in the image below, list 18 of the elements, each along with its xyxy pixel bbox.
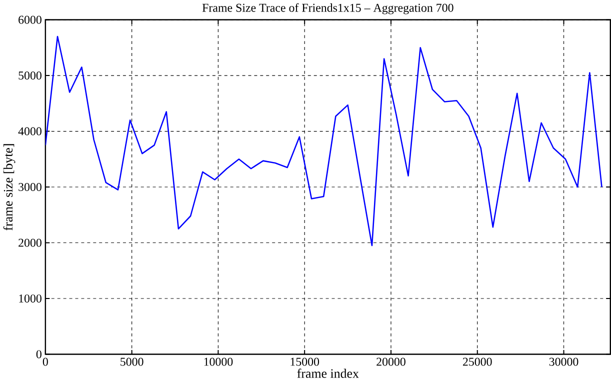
y-tick-label: 1000 xyxy=(19,294,42,302)
x-tick-label: 25000 xyxy=(462,358,492,366)
y-tick-label: 0 xyxy=(36,350,42,358)
x-tick-label: 15000 xyxy=(290,358,320,366)
x-tick-label: 20000 xyxy=(376,358,406,366)
x-tick-label: 0 xyxy=(42,358,48,366)
x-axis-title: frame index xyxy=(297,368,359,378)
chart-title: Frame Size Trace of Friends1x15 – Aggregation 700 xyxy=(202,3,454,14)
y-tick-label: 2000 xyxy=(18,238,42,247)
x-tick-label: 10000 xyxy=(204,358,233,366)
y-tick-label: 4000 xyxy=(18,127,42,136)
y-axis-title: frame size [byte] xyxy=(3,144,16,230)
y-tick-label: 6000 xyxy=(18,16,42,24)
line-series xyxy=(45,36,602,246)
x-tick-label: 30000 xyxy=(549,358,578,366)
y-tick-label: 5000 xyxy=(18,71,42,80)
x-tick-label: 5000 xyxy=(120,358,144,366)
y-tick-label: 3000 xyxy=(18,182,42,191)
